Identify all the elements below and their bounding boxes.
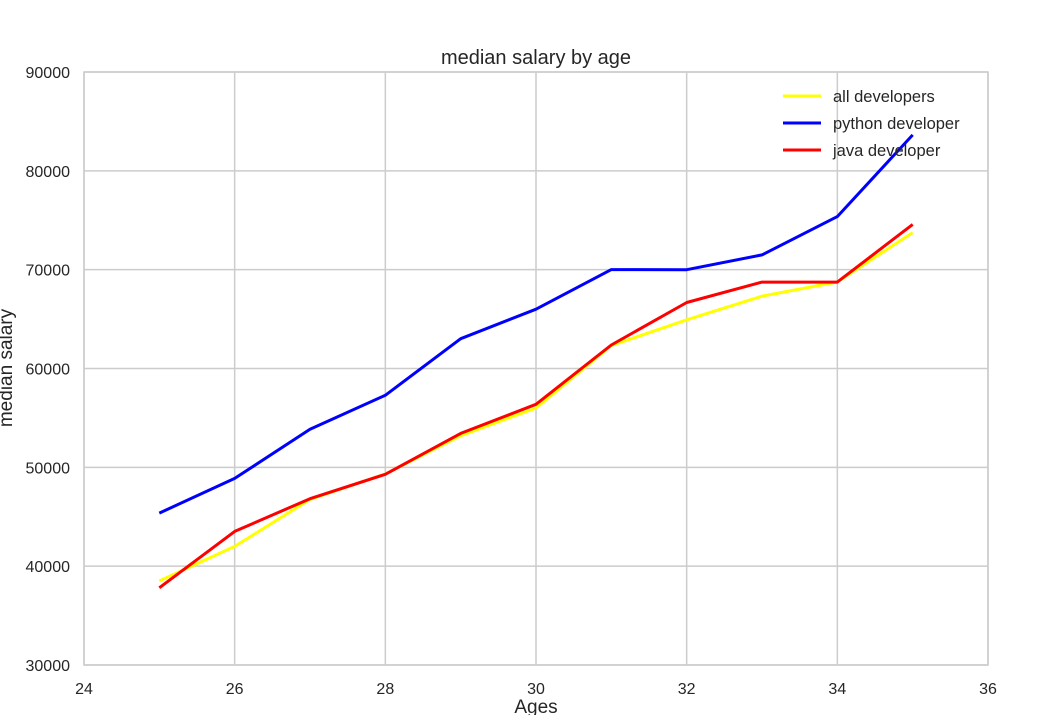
y-tick-label: 40000	[26, 559, 71, 576]
x-tick-label: 32	[678, 681, 696, 698]
legend-label: python developer	[833, 115, 960, 133]
series-lines	[158, 133, 914, 590]
y-tick-label: 80000	[26, 164, 71, 181]
legend-item: all developers	[783, 88, 935, 106]
x-axis-label: Ages	[514, 697, 557, 715]
legend-item: java developer	[783, 142, 941, 160]
legend-label: all developers	[833, 88, 935, 106]
plot-frame	[83, 71, 989, 666]
legend-item: python developer	[783, 115, 960, 133]
series-line-3	[158, 223, 914, 590]
x-tick-label: 24	[75, 681, 93, 698]
x-tick-label: 36	[979, 681, 997, 698]
series-line-1	[158, 231, 914, 583]
y-tick-label: 50000	[26, 460, 71, 477]
series-line-2	[158, 133, 914, 515]
legend-label: java developer	[832, 142, 941, 160]
tick-labels: 24 26 28 30 32 34 36 30000 40000 50000 60000 70000 8…	[26, 65, 998, 698]
x-tick-label: 30	[527, 681, 545, 698]
y-axis-label: median salary	[0, 308, 17, 427]
y-tick-label: 90000	[26, 65, 71, 82]
y-tick-label: 30000	[26, 658, 71, 675]
legend: all developers python developer java devel…	[783, 88, 960, 160]
x-tick-label: 26	[226, 681, 244, 698]
y-tick-label: 60000	[26, 362, 71, 379]
y-tick-label: 70000	[26, 263, 71, 280]
x-tick-label: 28	[376, 681, 394, 698]
x-tick-label: 34	[828, 681, 846, 698]
chart-title: median salary by age	[441, 47, 631, 69]
